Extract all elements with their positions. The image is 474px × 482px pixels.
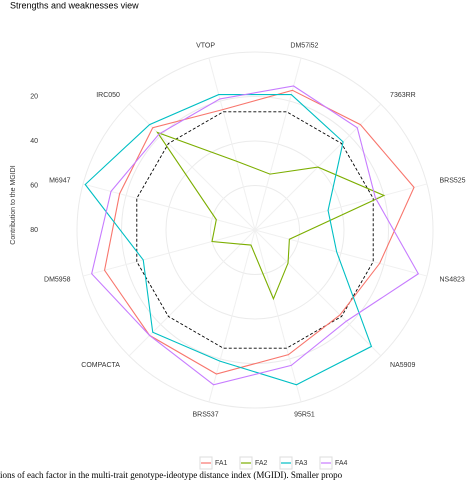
category-label: IRC050: [96, 92, 120, 99]
category-label: DM5958: [44, 276, 71, 283]
category-label: M6947: [49, 177, 71, 184]
category-label: 95R51: [294, 411, 315, 418]
spoke: [82, 183, 256, 231]
legend-label: FA3: [295, 460, 308, 467]
spoke: [254, 229, 382, 357]
grid-circle: [165, 140, 345, 320]
grid-circle: [76, 51, 434, 409]
category-label: BRS537: [193, 411, 219, 418]
r-tick-label: 40: [30, 138, 38, 145]
category-label: DM57i52: [290, 42, 318, 49]
legend-label: FA1: [215, 460, 228, 467]
r-tick-label: 60: [30, 182, 38, 189]
legend-item: FA4: [319, 456, 348, 470]
caption: ions of each factor in the multi-trait g…: [0, 470, 343, 480]
series-line: [84, 94, 373, 386]
legend-label: FA4: [335, 460, 348, 467]
axis-label: Contribution to the MGIDI: [10, 165, 17, 244]
spoke: [208, 57, 256, 231]
series-line: [91, 85, 420, 386]
category-label: COMPACTA: [81, 362, 120, 369]
series-line: [103, 89, 415, 375]
spoke: [254, 229, 302, 403]
chart-title: Strengths and weaknesses view: [10, 0, 139, 10]
legend-label: FA2: [255, 460, 268, 467]
legend-item: FA3: [279, 456, 308, 470]
series-line: [156, 131, 386, 301]
threshold-line: [136, 111, 374, 349]
category-label: NS4823: [439, 276, 464, 283]
spoke: [254, 183, 428, 231]
legend-item: FA1: [199, 456, 228, 470]
category-label: 7363RR: [390, 92, 416, 99]
spoke: [82, 229, 256, 277]
spoke: [128, 229, 256, 357]
category-label: BRS525: [439, 177, 465, 184]
r-tick-label: 80: [30, 227, 38, 234]
category-label: VTOP: [196, 42, 215, 49]
r-tick-label: 20: [30, 93, 38, 100]
spoke: [128, 103, 256, 231]
spoke: [254, 57, 302, 231]
spoke: [208, 229, 256, 403]
legend-item: FA2: [239, 456, 268, 470]
category-label: NA5909: [390, 362, 415, 369]
grid-circle: [210, 185, 300, 275]
spoke: [254, 229, 428, 277]
